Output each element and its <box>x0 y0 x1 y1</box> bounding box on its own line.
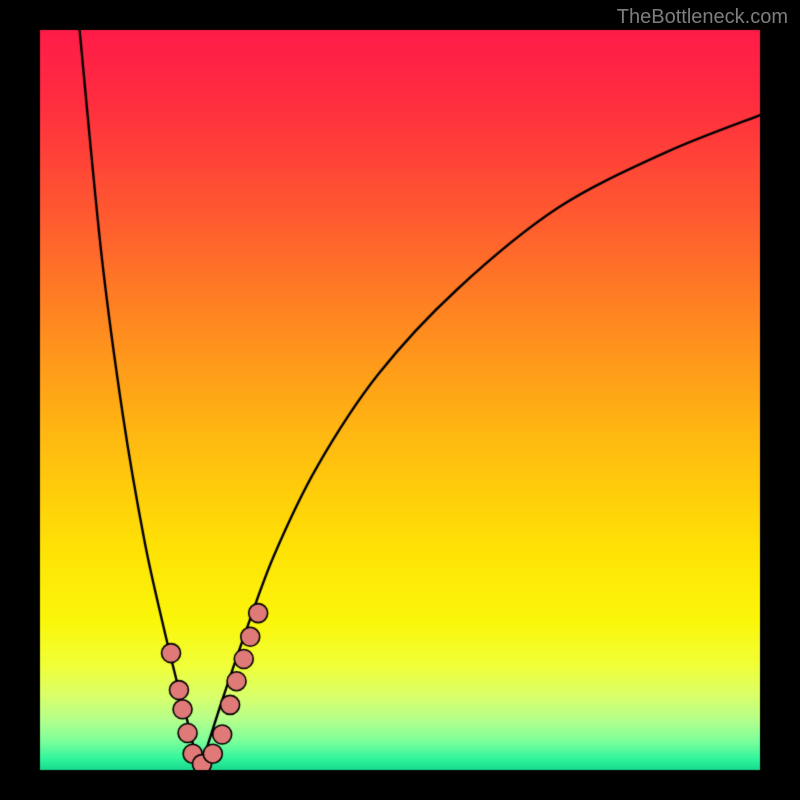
chart-container: TheBottleneck.com <box>0 0 800 800</box>
bottleneck-chart-canvas <box>0 0 800 800</box>
